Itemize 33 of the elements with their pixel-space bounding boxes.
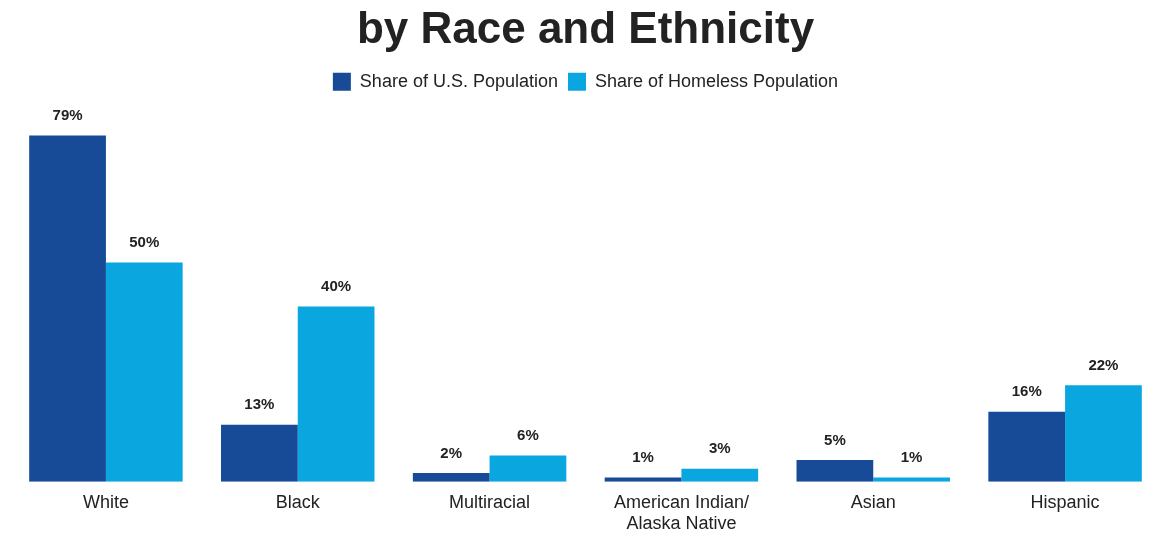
bar: [221, 424, 298, 482]
bar: [604, 477, 682, 482]
bar: [873, 477, 950, 482]
bar: [489, 455, 567, 482]
data-label: 50%: [129, 233, 160, 251]
data-label: 3%: [708, 439, 731, 457]
data-label: 6%: [517, 426, 539, 444]
data-label: 22%: [1088, 355, 1119, 373]
data-label: 79%: [52, 106, 83, 124]
bar: [681, 468, 759, 482]
legend-label: Share of U.S. Population: [359, 70, 558, 91]
bar: [1065, 385, 1142, 482]
legend-label: Share of Homeless Population: [594, 70, 839, 91]
x-tick-label: Asian: [850, 491, 896, 512]
x-tick-label: Hispanic: [1030, 491, 1100, 512]
x-tick-label: White: [82, 491, 129, 512]
data-label: 1%: [900, 448, 923, 466]
data-label: 2%: [440, 443, 463, 461]
bar: [412, 473, 490, 482]
data-label: 1%: [632, 448, 654, 466]
bar: [796, 459, 874, 482]
x-tick-label: Black: [275, 491, 321, 512]
chart-title: by Race and Ethnicity: [356, 2, 815, 52]
x-tick-label: American Indian/ Alaska Native: [613, 491, 749, 534]
data-label: 5%: [824, 430, 846, 448]
x-tick-label: Multiracial: [449, 491, 531, 512]
data-label: 13%: [244, 395, 275, 413]
bar: [297, 306, 375, 482]
bar: [988, 411, 1066, 482]
data-label: 16%: [1011, 382, 1042, 400]
bar: [29, 135, 106, 482]
data-label: 40%: [321, 277, 352, 295]
bar: [105, 262, 183, 482]
